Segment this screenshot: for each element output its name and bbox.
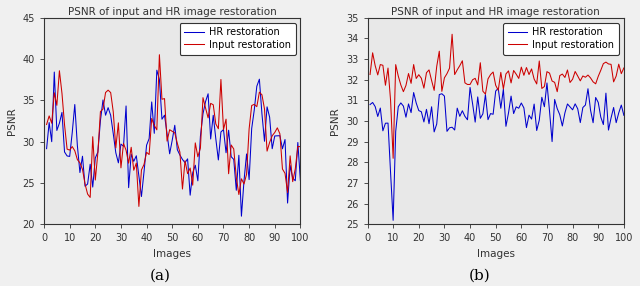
Input restoration (428, 79, 435, 82)
Input restoration (281, 172, 289, 175)
Input restoration (156, 53, 163, 56)
Line: HR restoration: HR restoration (370, 83, 624, 220)
HR restoration (296, 179, 304, 182)
X-axis label: Images: Images (477, 249, 515, 259)
Input restoration (199, 96, 207, 99)
HR restoration (612, 121, 620, 124)
HR restoration (520, 106, 528, 110)
Input restoration (296, 145, 304, 148)
HR restoration (92, 156, 99, 160)
HR restoration (281, 138, 289, 141)
HR restoration (196, 135, 204, 138)
Input restoration (523, 66, 531, 69)
HR restoration (153, 68, 161, 72)
Input restoration (620, 66, 628, 70)
Input restoration (389, 156, 397, 160)
HR restoration (620, 114, 628, 117)
HR restoration (417, 110, 425, 114)
HR restoration (176, 153, 184, 157)
HR restoration (237, 214, 245, 218)
HR restoration (102, 114, 109, 117)
HR restoration (543, 81, 551, 85)
Text: (a): (a) (150, 269, 170, 283)
Legend: HR restoration, Input restoration: HR restoration, Input restoration (179, 23, 296, 55)
Input restoration (135, 205, 143, 208)
Input restoration (289, 180, 296, 183)
Line: Input restoration: Input restoration (47, 55, 300, 206)
Line: HR restoration: HR restoration (47, 70, 300, 216)
Input restoration (417, 77, 425, 80)
Input restoration (179, 187, 186, 191)
Title: PSNR of input and HR image restoration: PSNR of input and HR image restoration (391, 7, 600, 17)
Input restoration (92, 178, 99, 182)
HR restoration (389, 219, 397, 222)
Input restoration (102, 91, 109, 94)
HR restoration (43, 147, 51, 150)
Line: Input restoration: Input restoration (370, 34, 624, 158)
Input restoration (43, 123, 51, 126)
X-axis label: Images: Images (153, 249, 191, 259)
Input restoration (612, 74, 620, 78)
Input restoration (605, 62, 612, 66)
HR restoration (500, 88, 508, 91)
HR restoration (289, 176, 296, 180)
Title: PSNR of input and HR image restoration: PSNR of input and HR image restoration (68, 7, 276, 17)
Y-axis label: PSNR: PSNR (330, 107, 340, 135)
Legend: HR restoration, Input restoration: HR restoration, Input restoration (503, 23, 619, 55)
Input restoration (448, 33, 456, 36)
Input restoration (366, 73, 374, 76)
HR restoration (605, 128, 612, 132)
Text: (b): (b) (469, 269, 491, 283)
Y-axis label: PSNR: PSNR (7, 107, 17, 135)
Input restoration (502, 72, 510, 76)
HR restoration (428, 105, 435, 108)
HR restoration (366, 103, 374, 106)
